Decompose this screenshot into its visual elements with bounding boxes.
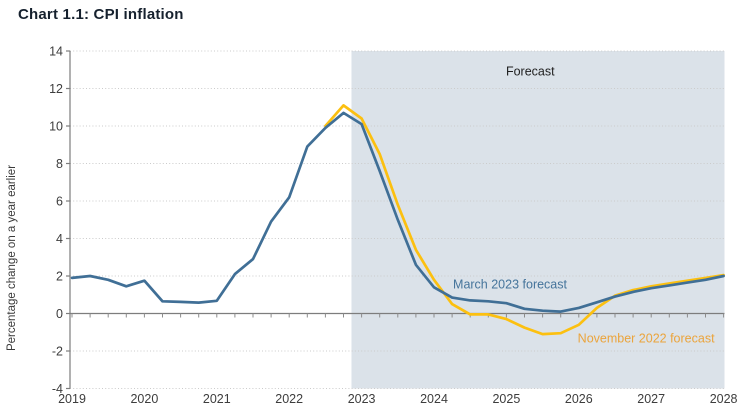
y-axis-title: Percentage change on a year earlier: [6, 165, 18, 351]
y-tick-label-6: 6: [56, 194, 63, 208]
november-2022-forecast-label: November 2022 forecast: [578, 331, 715, 345]
y-tick-label-4: 4: [56, 232, 63, 246]
march-2023-forecast-line: [70, 111, 725, 313]
y-tick-label--4: -4: [52, 382, 63, 396]
year-label-2021: 2021: [203, 392, 231, 406]
y-tick-label-8: 8: [56, 157, 63, 171]
march-2023-forecast-label: March 2023 forecast: [453, 277, 567, 291]
y-tick-label-10: 10: [49, 119, 63, 133]
y-tick-label-0: 0: [56, 307, 63, 321]
year-label-2024: 2024: [420, 392, 448, 406]
year-label-2019: 2019: [58, 392, 86, 406]
year-label-2020: 2020: [130, 392, 158, 406]
november-2022-forecast-line: [324, 104, 725, 336]
year-label-2022: 2022: [275, 392, 303, 406]
chart-title: Chart 1.1: CPI inflation: [18, 6, 184, 23]
y-tick-label-12: 12: [49, 82, 63, 96]
year-label-2025: 2025: [492, 392, 520, 406]
year-label-2026: 2026: [565, 392, 593, 406]
year-label-2027: 2027: [637, 392, 665, 406]
y-tick-label--2: -2: [52, 344, 63, 358]
y-tick-label-2: 2: [56, 269, 63, 283]
year-label-2023: 2023: [348, 392, 376, 406]
year-label-2028: 2028: [710, 392, 738, 406]
forecast-label: Forecast: [506, 64, 555, 78]
y-tick-label-14: 14: [49, 44, 63, 58]
